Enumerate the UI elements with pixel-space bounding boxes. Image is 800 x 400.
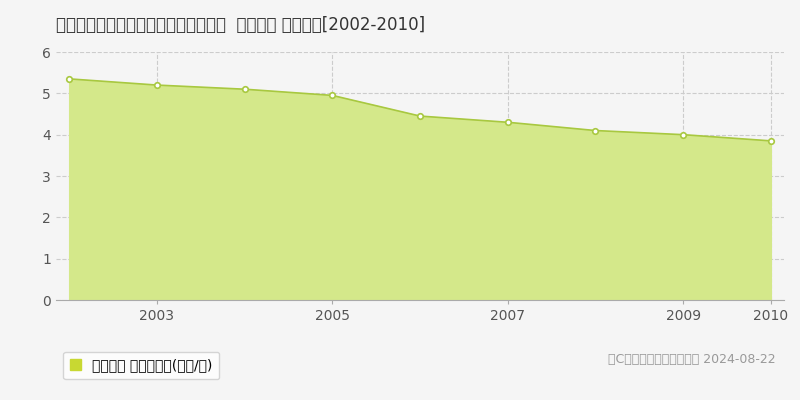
Text: （C）土地価格ドットコム 2024-08-22: （C）土地価格ドットコム 2024-08-22 [608,353,776,366]
Text: 北海道釧路市大楽毛４丁目４番１９外  地価公示 地価推移[2002-2010]: 北海道釧路市大楽毛４丁目４番１９外 地価公示 地価推移[2002-2010] [56,16,425,34]
Legend: 地価公示 平均坪単価(万円/坪): 地価公示 平均坪単価(万円/坪) [63,352,219,380]
